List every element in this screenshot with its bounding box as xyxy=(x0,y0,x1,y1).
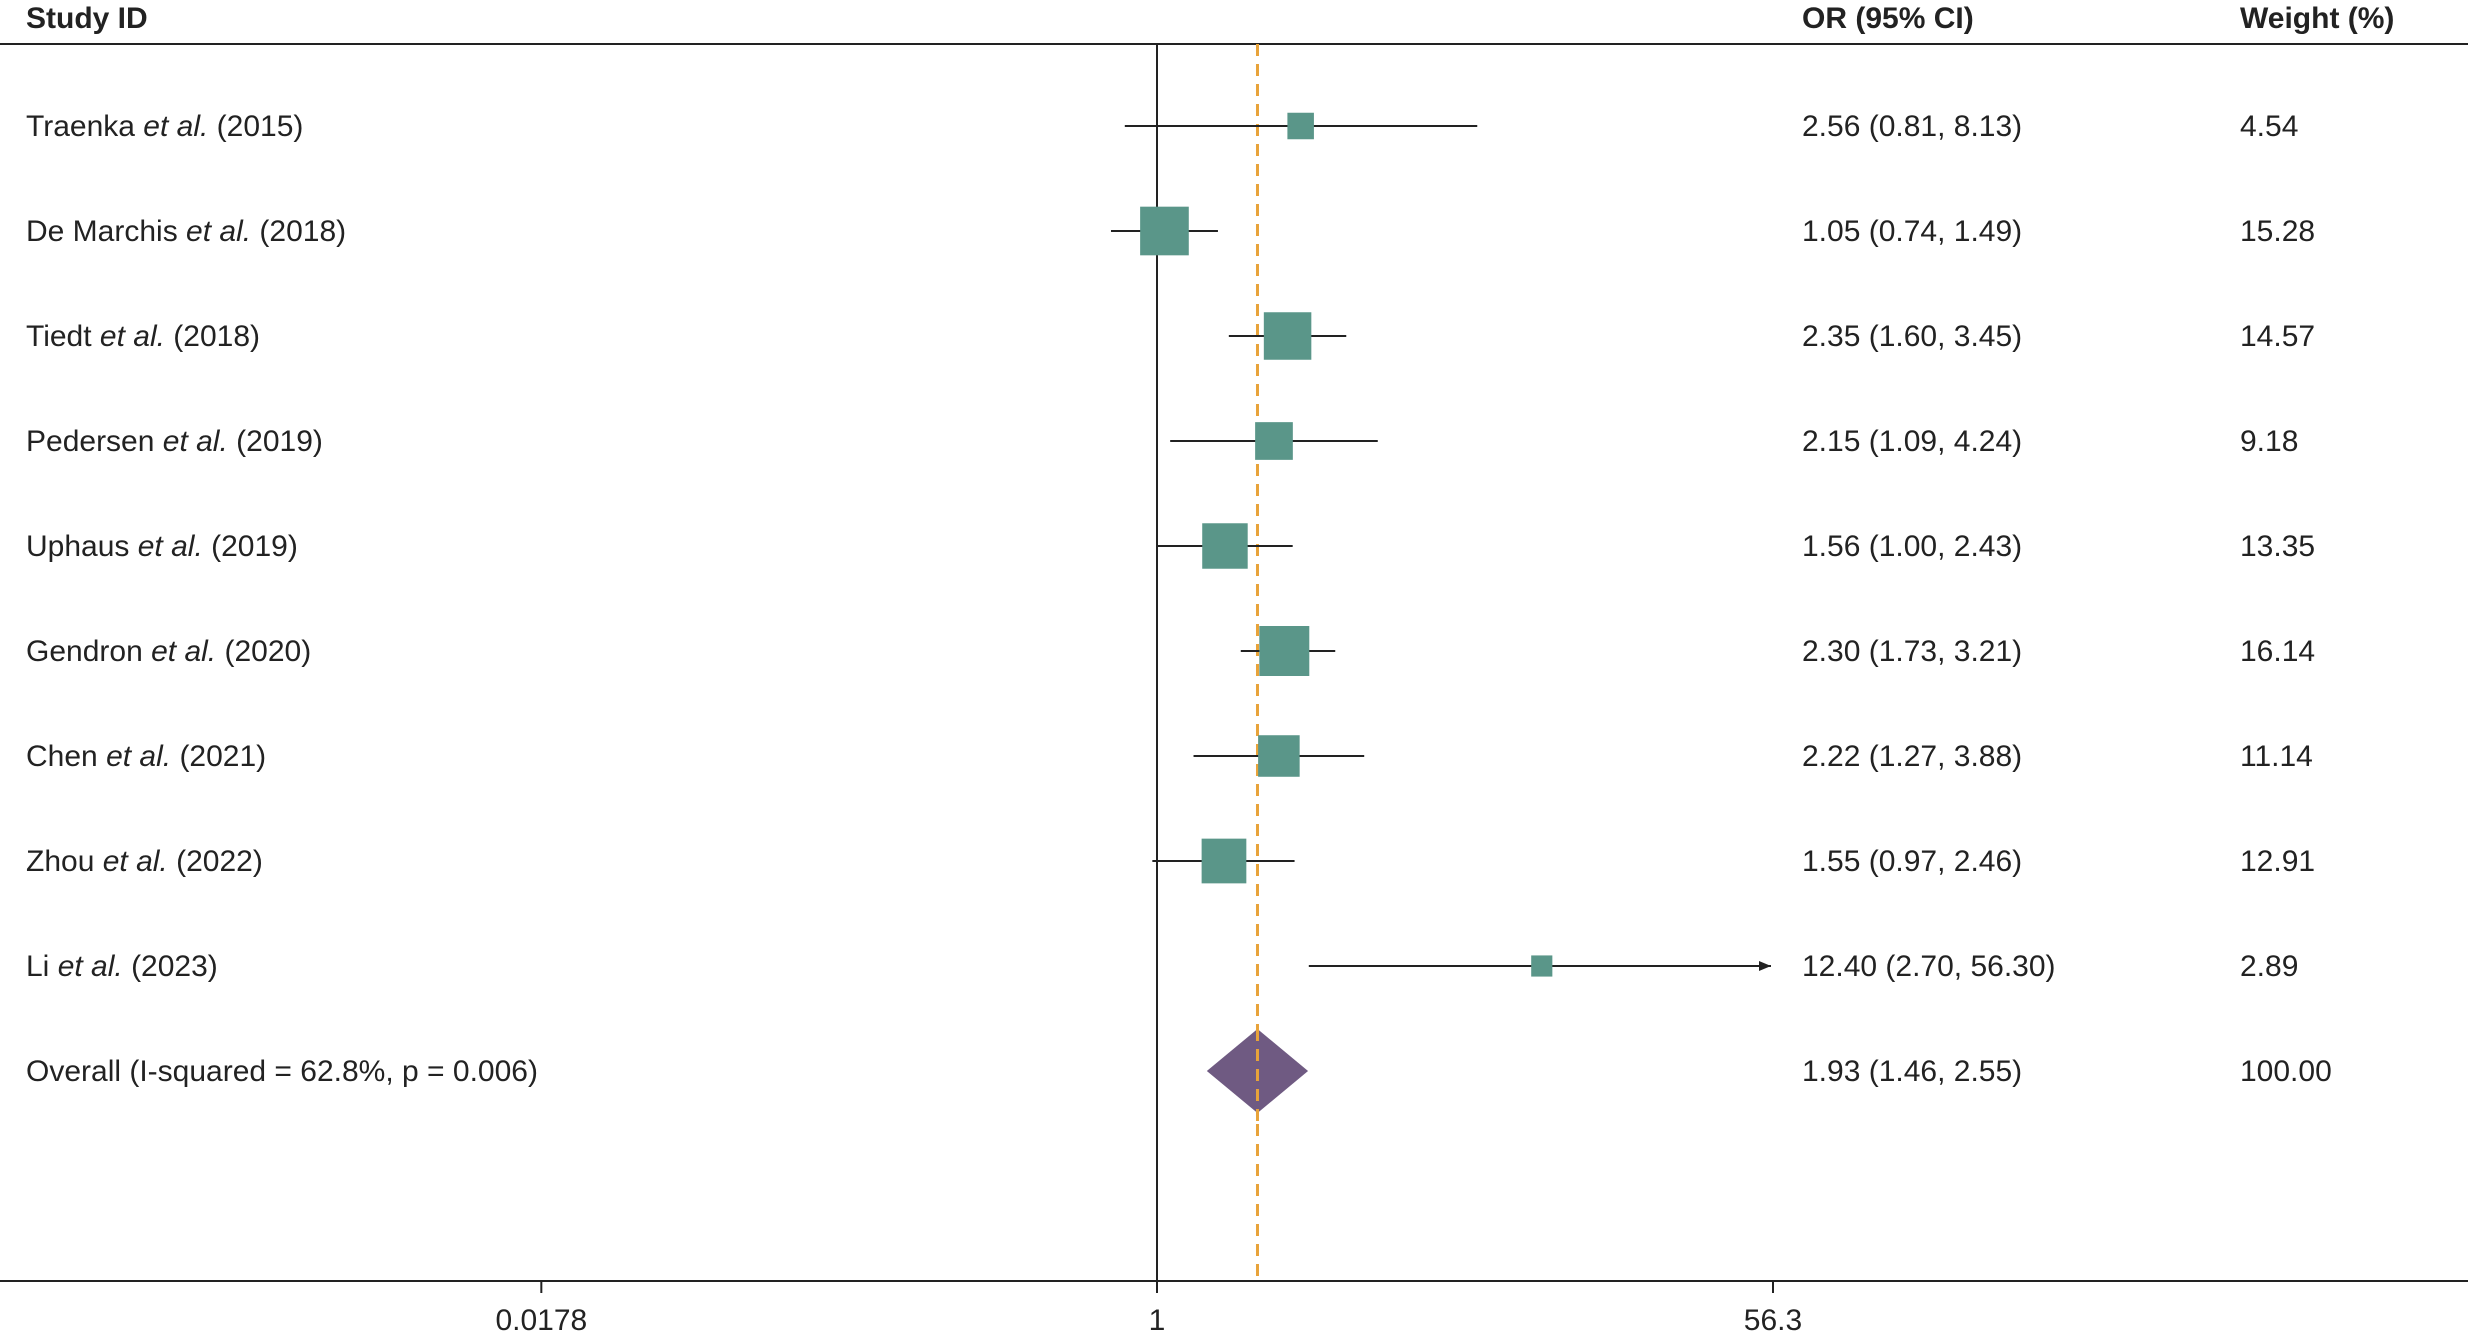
study-year: (2019) xyxy=(228,425,323,458)
study-or-ci: 1.05 (0.74, 1.49) xyxy=(1802,215,2022,248)
study-year: (2018) xyxy=(165,320,260,353)
study-label: Pedersen et al. (2019) xyxy=(26,425,323,458)
study-label: Li et al. (2023) xyxy=(26,950,218,983)
study-etal: et al. xyxy=(186,215,251,248)
study-etal: et al. xyxy=(58,950,123,983)
study-weight: 13.35 xyxy=(2240,530,2315,563)
study-or-ci: 2.15 (1.09, 4.24) xyxy=(1802,425,2022,458)
study-label: Zhou et al. (2022) xyxy=(26,845,263,878)
study-rows: Traenka et al. (2015) 2.56 (0.81, 8.13) 4.… xyxy=(26,110,2315,983)
study-box xyxy=(1258,735,1300,777)
x-tick-label: 0.0178 xyxy=(495,1304,587,1337)
study-row: De Marchis et al. (2018) 1.05 (0.74, 1.49… xyxy=(26,206,2315,256)
study-row: Traenka et al. (2015) 2.56 (0.81, 8.13) 4.… xyxy=(26,110,2298,143)
study-weight: 16.14 xyxy=(2240,635,2315,668)
study-row: Li et al. (2023) 12.40 (2.70, 56.30) 2.89 xyxy=(26,950,2298,983)
study-or-ci: 1.55 (0.97, 2.46) xyxy=(1802,845,2022,878)
study-row: Zhou et al. (2022) 1.55 (0.97, 2.46) 12.91 xyxy=(26,838,2315,884)
study-box xyxy=(1259,626,1310,676)
study-box xyxy=(1255,422,1293,460)
study-etal: et al. xyxy=(138,530,203,563)
study-box xyxy=(1287,112,1314,140)
study-or-ci: 2.30 (1.73, 3.21) xyxy=(1802,635,2022,668)
x-tick-label: 56.3 xyxy=(1744,1304,1802,1337)
study-year: (2019) xyxy=(203,530,298,563)
header-study-id: Study ID xyxy=(26,2,148,35)
study-weight: 9.18 xyxy=(2240,425,2298,458)
x-tick-label: 1 xyxy=(1149,1304,1166,1337)
header-or-ci: OR (95% CI) xyxy=(1802,2,1974,35)
study-label: Gendron et al. (2020) xyxy=(26,635,311,668)
study-year: (2018) xyxy=(251,215,346,248)
study-row: Pedersen et al. (2019) 2.15 (1.09, 4.24) 9… xyxy=(26,422,2298,460)
study-year: (2020) xyxy=(216,635,311,668)
study-name: Li xyxy=(26,950,58,983)
study-year: (2023) xyxy=(123,950,218,983)
study-etal: et al. xyxy=(163,425,228,458)
x-axis-ticks: 0.0178 1 56.3 xyxy=(495,1281,1802,1337)
study-name: Traenka xyxy=(26,110,143,143)
overall-label: Overall (I-squared = 62.8%, p = 0.006) xyxy=(26,1055,538,1088)
study-weight: 4.54 xyxy=(2240,110,2298,143)
study-label: De Marchis et al. (2018) xyxy=(26,215,346,248)
study-etal: et al. xyxy=(100,320,165,353)
study-weight: 12.91 xyxy=(2240,845,2315,878)
study-or-ci: 2.35 (1.60, 3.45) xyxy=(1802,320,2022,353)
study-weight: 15.28 xyxy=(2240,215,2315,248)
study-row: Tiedt et al. (2018) 2.35 (1.60, 3.45) 14.5… xyxy=(26,312,2315,360)
study-year: (2022) xyxy=(168,845,263,878)
study-row: Chen et al. (2021) 2.22 (1.27, 3.88) 11.14 xyxy=(26,735,2313,777)
study-or-ci: 1.56 (1.00, 2.43) xyxy=(1802,530,2022,563)
study-etal: et al. xyxy=(143,110,208,143)
study-or-ci: 12.40 (2.70, 56.30) xyxy=(1802,950,2056,983)
study-weight: 2.89 xyxy=(2240,950,2298,983)
study-box xyxy=(1201,838,1247,884)
study-label: Traenka et al. (2015) xyxy=(26,110,303,143)
overall-or-ci: 1.93 (1.46, 2.55) xyxy=(1802,1055,2022,1088)
study-year: (2021) xyxy=(171,740,266,773)
study-box xyxy=(1140,206,1189,256)
study-or-ci: 2.22 (1.27, 3.88) xyxy=(1802,740,2022,773)
study-name: De Marchis xyxy=(26,215,186,248)
study-year: (2015) xyxy=(208,110,303,143)
study-etal: et al. xyxy=(151,635,216,668)
study-name: Gendron xyxy=(26,635,151,668)
study-row: Uphaus et al. (2019) 1.56 (1.00, 2.43) 13.… xyxy=(26,523,2315,569)
study-box xyxy=(1202,523,1248,569)
study-label: Uphaus et al. (2019) xyxy=(26,530,298,563)
study-label: Tiedt et al. (2018) xyxy=(26,320,260,353)
overall-weight: 100.00 xyxy=(2240,1055,2332,1088)
study-box xyxy=(1531,955,1553,977)
study-row: Gendron et al. (2020) 2.30 (1.73, 3.21) 16… xyxy=(26,626,2315,676)
study-box xyxy=(1263,312,1312,360)
study-name: Pedersen xyxy=(26,425,163,458)
study-name: Zhou xyxy=(26,845,103,878)
study-label: Chen et al. (2021) xyxy=(26,740,266,773)
study-name: Uphaus xyxy=(26,530,138,563)
study-or-ci: 2.56 (0.81, 8.13) xyxy=(1802,110,2022,143)
study-name: Chen xyxy=(26,740,106,773)
study-etal: et al. xyxy=(103,845,168,878)
study-name: Tiedt xyxy=(26,320,100,353)
study-weight: 11.14 xyxy=(2240,740,2313,773)
study-etal: et al. xyxy=(106,740,171,773)
header-weight: Weight (%) xyxy=(2240,2,2394,35)
overall-row: Overall (I-squared = 62.8%, p = 0.006) 1.… xyxy=(26,1029,2332,1123)
study-weight: 14.57 xyxy=(2240,320,2315,353)
